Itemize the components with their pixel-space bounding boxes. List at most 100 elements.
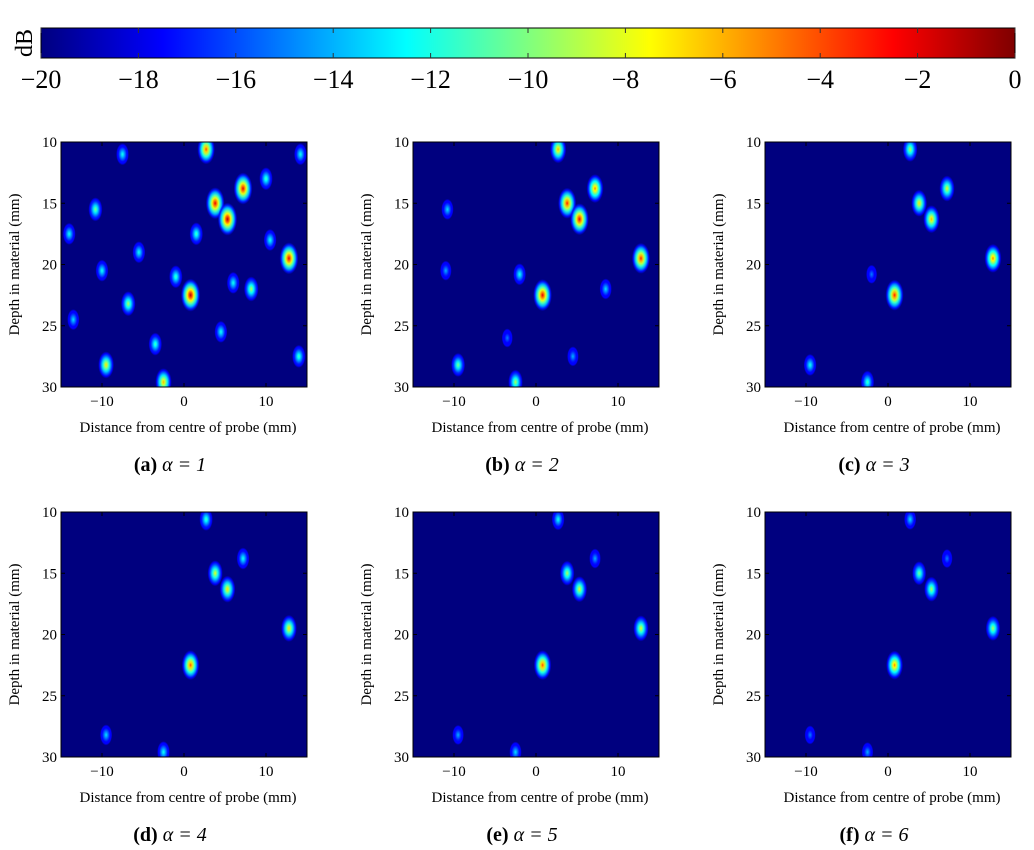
heatmap-background bbox=[61, 512, 307, 757]
panel-caption: (a) α = 1 bbox=[134, 454, 206, 476]
y-tick-label: 30 bbox=[394, 380, 409, 396]
y-axis-label: Depth in material (mm) bbox=[711, 563, 727, 705]
heatmap-spot bbox=[924, 576, 939, 602]
x-tick-label: 10 bbox=[611, 394, 626, 410]
y-tick-label: 10 bbox=[42, 135, 57, 151]
heatmap-spot bbox=[589, 548, 601, 569]
colorbar-tick-label: −16 bbox=[215, 65, 256, 94]
heatmap-spot bbox=[633, 615, 649, 642]
y-tick-label: 15 bbox=[394, 566, 409, 582]
y-tick-label: 20 bbox=[394, 258, 409, 274]
heatmap-spot bbox=[941, 549, 953, 569]
y-tick-label: 20 bbox=[42, 258, 57, 274]
heatmap-spot bbox=[440, 260, 452, 281]
heatmap-spot bbox=[508, 369, 523, 387]
y-axis-label: Depth in material (mm) bbox=[711, 193, 727, 335]
x-tick-label: 0 bbox=[180, 764, 188, 780]
heatmap-panel: 10 15 20 25 30 −10 0 10 Distance from centre of … bbox=[7, 135, 308, 476]
heatmap-spot bbox=[281, 614, 297, 642]
heatmap-spot bbox=[88, 197, 103, 222]
x-tick-label: 10 bbox=[963, 764, 978, 780]
heatmap-spot bbox=[197, 142, 215, 165]
y-tick-label: 30 bbox=[746, 380, 761, 396]
x-tick-label: 10 bbox=[611, 764, 626, 780]
heatmap-spot bbox=[169, 265, 183, 289]
heatmap-spots bbox=[452, 512, 649, 757]
heatmap-spot bbox=[236, 547, 250, 570]
colorbar: dB −20 −18 −16 −14 −12 −10 −8 −6 −4 −2 0 bbox=[12, 27, 1022, 94]
heatmap-spots bbox=[803, 142, 1002, 387]
panels: 10 15 20 25 30 −10 0 10 Distance from centre of … bbox=[7, 135, 1012, 846]
caption-letter: (b) bbox=[485, 454, 514, 476]
x-axis-label: Distance from centre of probe (mm) bbox=[80, 790, 297, 806]
heatmap-spots bbox=[440, 142, 651, 387]
heatmap-spot bbox=[294, 143, 307, 166]
y-tick-label: 30 bbox=[42, 750, 57, 766]
caption-alpha: α = 2 bbox=[515, 454, 559, 476]
panel-caption: (c) α = 3 bbox=[838, 454, 909, 476]
panel-caption: (e) α = 5 bbox=[486, 824, 557, 846]
x-tick-label: 0 bbox=[532, 764, 540, 780]
caption-letter: (a) bbox=[134, 454, 162, 476]
heatmap-spot bbox=[571, 576, 588, 603]
heatmap-spot bbox=[570, 203, 589, 236]
heatmap-spot bbox=[631, 242, 651, 274]
colorbar-tick-label: −10 bbox=[508, 65, 549, 94]
caption-alpha: α = 4 bbox=[163, 824, 207, 846]
heatmap-spot bbox=[911, 189, 928, 217]
y-tick-label: 25 bbox=[746, 689, 761, 705]
colorbar-label: dB bbox=[12, 29, 38, 57]
heatmap-spot bbox=[157, 741, 170, 757]
heatmap-spot bbox=[599, 278, 612, 300]
heatmap-spot bbox=[67, 309, 80, 331]
heatmap-spot bbox=[984, 243, 1002, 273]
heatmap-spot bbox=[279, 242, 299, 275]
heatmap-spots bbox=[100, 512, 297, 757]
heatmap-spot bbox=[214, 320, 228, 343]
heatmap-spot bbox=[95, 259, 109, 282]
heatmap-background bbox=[413, 512, 659, 757]
heatmap-spots bbox=[62, 142, 307, 387]
x-tick-label: 0 bbox=[884, 394, 892, 410]
colorbar-tick-label: −18 bbox=[118, 65, 159, 94]
heatmap-spot bbox=[217, 202, 238, 236]
panel-caption: (f) α = 6 bbox=[840, 824, 909, 846]
x-axis-label: Distance from centre of probe (mm) bbox=[784, 420, 1001, 436]
caption-letter: (e) bbox=[486, 824, 513, 846]
heatmap-spot bbox=[180, 278, 201, 312]
heatmap-background bbox=[765, 142, 1011, 387]
heatmap-spot bbox=[452, 724, 464, 745]
x-tick-label: 10 bbox=[259, 764, 274, 780]
heatmap-spot bbox=[451, 352, 466, 377]
y-tick-label: 30 bbox=[746, 750, 761, 766]
heatmap-spot bbox=[148, 332, 162, 356]
x-axis-label: Distance from centre of probe (mm) bbox=[432, 790, 649, 806]
heatmap-spot bbox=[233, 172, 253, 205]
x-tick-label: 0 bbox=[532, 394, 540, 410]
heatmap-panel: 10 15 20 25 30 −10 0 10 Distance from centre of … bbox=[711, 135, 1012, 476]
heatmap-panel: 10 15 20 25 30 −10 0 10 Distance from centre of … bbox=[711, 505, 1012, 846]
y-tick-label: 25 bbox=[42, 689, 57, 705]
y-tick-label: 10 bbox=[394, 135, 409, 151]
y-tick-label: 25 bbox=[42, 319, 57, 335]
x-tick-label: 10 bbox=[963, 394, 978, 410]
heatmap-spot bbox=[866, 264, 878, 284]
heatmap-background bbox=[765, 512, 1011, 757]
caption-letter: (d) bbox=[133, 824, 162, 846]
heatmap-spot bbox=[226, 271, 240, 294]
heatmap-spot bbox=[219, 575, 236, 603]
heatmap-spot bbox=[441, 198, 454, 220]
x-axis-label: Distance from centre of probe (mm) bbox=[80, 420, 297, 436]
heatmap-spot bbox=[132, 241, 146, 264]
heatmap-spot bbox=[586, 174, 604, 204]
heatmap-spot bbox=[533, 650, 552, 681]
heatmap-spot bbox=[259, 167, 273, 191]
y-tick-label: 20 bbox=[746, 258, 761, 274]
heatmap-spot bbox=[904, 512, 917, 530]
heatmap-spot bbox=[902, 142, 918, 162]
colorbar-tick-label: −12 bbox=[410, 65, 451, 94]
heatmap-spot bbox=[551, 512, 565, 531]
x-axis-label: Distance from centre of probe (mm) bbox=[784, 790, 1001, 806]
heatmap-spot bbox=[243, 276, 259, 302]
